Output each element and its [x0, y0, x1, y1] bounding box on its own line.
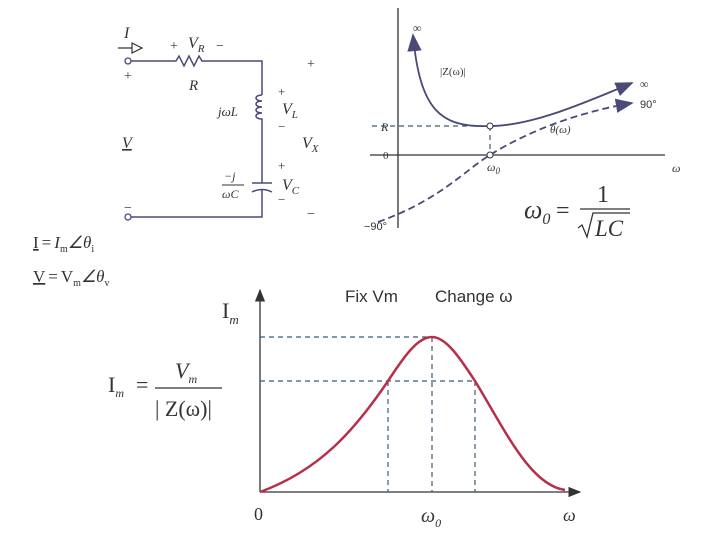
- label: +: [278, 158, 285, 173]
- label: =: [136, 372, 148, 397]
- label: | Z(ω)|: [155, 396, 212, 421]
- label: v: [105, 278, 110, 289]
- label: Fix Vm: [345, 287, 398, 306]
- label: ∞: [640, 77, 649, 91]
- label: Im: [222, 298, 239, 327]
- phasor-voltage: V = Vm∠θv: [33, 267, 110, 289]
- label: −: [307, 207, 315, 222]
- label: θ(ω): [550, 124, 571, 136]
- label: −j: [224, 169, 236, 183]
- label: −: [124, 201, 132, 216]
- label: X: [311, 143, 320, 155]
- label: ω0: [524, 195, 550, 228]
- label: V: [61, 267, 74, 286]
- label: −: [216, 39, 224, 54]
- label: +: [307, 57, 315, 72]
- label: V: [302, 135, 314, 152]
- label: R: [188, 78, 198, 94]
- label: R: [380, 120, 389, 134]
- label: V: [122, 135, 134, 152]
- label: 0: [495, 166, 500, 176]
- label: ω: [524, 195, 542, 224]
- label: ∠θ: [81, 267, 105, 286]
- label: 0: [254, 504, 263, 524]
- label: +: [170, 39, 178, 54]
- label: V: [282, 101, 294, 118]
- label: ω: [672, 161, 680, 175]
- label: C: [292, 185, 300, 197]
- label: m: [60, 244, 68, 255]
- label: L: [291, 109, 298, 121]
- label: +: [278, 84, 285, 99]
- label: ω: [563, 505, 576, 525]
- label: VC: [282, 177, 300, 197]
- label: m: [115, 386, 124, 400]
- current-formula: Im = Vm | Z(ω)|: [108, 358, 222, 421]
- label: LC: [594, 216, 624, 241]
- label: Vm: [175, 358, 197, 386]
- label: =: [48, 267, 58, 286]
- label: I: [123, 25, 130, 42]
- label: ω: [421, 505, 435, 527]
- label: −: [278, 192, 285, 207]
- label: Change ω: [435, 287, 513, 306]
- label: ω0: [487, 160, 500, 176]
- label: 0: [542, 211, 550, 228]
- label: V: [33, 267, 46, 286]
- circuit: I + VR − R + + jωL + VL − V VX + −j ωC V…: [118, 25, 320, 222]
- label: +: [124, 69, 132, 84]
- label: ∠θ: [68, 233, 92, 252]
- phasor-current: I = Im∠θi: [33, 233, 94, 255]
- label: 0: [435, 516, 441, 530]
- label: ω0: [421, 505, 441, 530]
- impedance-plot: ∞ |Z(ω)| ∞ 90° R θ(ω) 0 ω ω0 −90°: [364, 8, 680, 233]
- label: V: [175, 358, 191, 383]
- label: −: [278, 119, 285, 134]
- label: |Z(ω)|: [440, 66, 466, 78]
- label: V: [188, 35, 200, 52]
- label: i: [91, 244, 94, 255]
- label: 0: [383, 150, 389, 162]
- label: jωL: [216, 104, 238, 119]
- label: I: [108, 372, 115, 397]
- label: 1: [597, 182, 609, 208]
- label: 90°: [640, 99, 657, 111]
- label: =: [42, 233, 52, 252]
- label: VL: [282, 101, 298, 121]
- label: Im: [108, 372, 124, 400]
- label: ωC: [222, 187, 239, 201]
- response-plot: Fix Vm Change ω Im 0 ω0 ω: [222, 287, 582, 530]
- label: m: [229, 312, 238, 327]
- label: R: [197, 43, 205, 55]
- label: VX: [302, 135, 320, 155]
- label: I: [53, 233, 61, 252]
- label: =: [556, 198, 570, 224]
- label: I: [222, 298, 229, 323]
- label: ω: [487, 160, 495, 174]
- label: I: [33, 233, 39, 252]
- label: ∞: [413, 21, 422, 35]
- label: −90°: [364, 221, 387, 233]
- resonance-formula: ω0 = 1 LC: [524, 182, 630, 241]
- label: m: [188, 372, 197, 386]
- label: m: [73, 278, 81, 289]
- label: VR: [188, 35, 205, 55]
- label: V: [282, 177, 294, 194]
